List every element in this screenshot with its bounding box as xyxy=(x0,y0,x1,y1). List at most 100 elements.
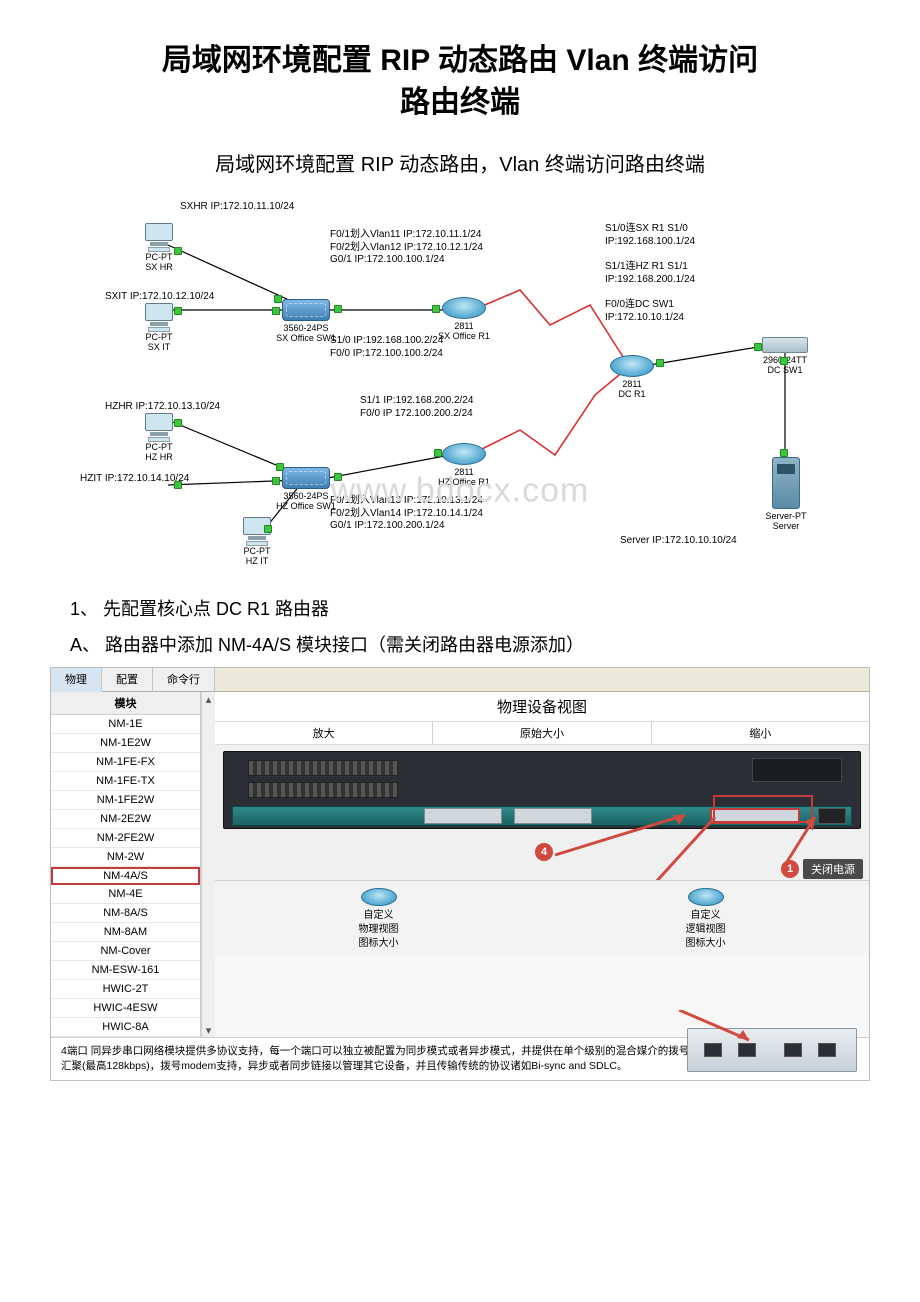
page-subtitle: 局域网环境配置 RIP 动态路由，Vlan 终端访问路由终端 xyxy=(50,148,870,177)
switch-hz: 3560-24PSHZ Office SW1 xyxy=(282,467,330,489)
module-item[interactable]: NM-1FE2W xyxy=(51,791,200,810)
tab-physical[interactable]: 物理 xyxy=(51,668,102,692)
link-dot xyxy=(754,343,762,351)
sxit-ip: SXIT IP:172.10.12.10/24 xyxy=(105,291,214,304)
router-model: 2811 xyxy=(454,467,473,477)
scroll-up-icon[interactable]: ▴ xyxy=(202,692,215,706)
router-chassis[interactable] xyxy=(223,751,861,829)
module-item[interactable]: NM-4E xyxy=(51,885,200,904)
link-dot xyxy=(174,481,182,489)
pc-label: SX HR xyxy=(145,262,173,272)
hz-vlan-label: F0/1划入Vlan13 IP:172.10.13.1/24 F0/2划入Vla… xyxy=(330,495,483,533)
annot-4: 4 xyxy=(535,843,553,861)
module-item[interactable]: NM-1FE-TX xyxy=(51,772,200,791)
pc-label: PC-PT xyxy=(146,442,173,452)
dc-f00-label: F0/0连DC SW1 IP:172.10.10.1/24 xyxy=(605,299,684,324)
dc-s11-label: S1/1连HZ R1 S1/1 IP:192.168.200.1/24 xyxy=(605,261,695,286)
link-dot xyxy=(432,305,440,313)
hzhr-ip: HZHR IP:172.10.13.10/24 xyxy=(105,401,220,414)
target-slot[interactable] xyxy=(710,808,800,824)
panel-tabs: 物理 配置 命令行 xyxy=(51,668,869,692)
pc-label: PC-PT xyxy=(244,546,271,556)
sxhr-ip: SXHR IP:172.10.11.10/24 xyxy=(180,201,294,214)
sx-s10f00-label: S1/0 IP:192.168.100.2/24 F0/0 IP:172.100… xyxy=(330,335,443,360)
page-title: 局域网环境配置 RIP 动态路由 Vlan 终端访问 路由终端 xyxy=(50,40,870,124)
module-item[interactable]: HWIC-8A xyxy=(51,1018,200,1037)
mini-router-icon[interactable] xyxy=(361,888,397,906)
dc-s10-label: S1/0连SX R1 S1/0 IP:192.168.100.1/24 xyxy=(605,223,695,248)
mini-router-icon[interactable] xyxy=(688,888,724,906)
module-item[interactable]: NM-2FE2W xyxy=(51,829,200,848)
module-item[interactable]: HWIC-2T xyxy=(51,980,200,999)
switch-name: SX Office SW1 xyxy=(276,333,336,343)
tab-cli[interactable]: 命令行 xyxy=(153,668,215,691)
module-preview-card[interactable] xyxy=(687,1028,857,1072)
pc-sxit: PC-PTSX IT xyxy=(142,303,176,333)
switch-model: 3560-24PS xyxy=(283,323,328,333)
link-dot xyxy=(780,449,788,457)
physical-panel: 物理 配置 命令行 模块 NM-1ENM-1E2WNM-1FE-FXNM-1FE… xyxy=(50,667,870,1081)
tab-config[interactable]: 配置 xyxy=(102,668,153,691)
module-item[interactable]: NM-2W xyxy=(51,848,200,867)
server-model: Server-PT xyxy=(765,511,806,521)
module-item[interactable]: HWIC-4ESW xyxy=(51,999,200,1018)
router-sx: 2811SX Office R1 xyxy=(442,297,486,319)
switch-name: DC SW1 xyxy=(767,365,802,375)
switch-model: 3560-24PS xyxy=(283,491,328,501)
pc-label: HZ IT xyxy=(246,556,269,566)
module-item[interactable]: NM-1FE-FX xyxy=(51,753,200,772)
pc-label: HZ HR xyxy=(145,452,173,462)
scroll-down-icon[interactable]: ▾ xyxy=(202,1023,215,1037)
link-dot xyxy=(272,307,280,315)
zoom-in-button[interactable]: 放大 xyxy=(215,722,433,744)
link-dot xyxy=(334,473,342,481)
link-dot xyxy=(780,357,788,365)
zoom-original-button[interactable]: 原始大小 xyxy=(433,722,651,744)
module-item[interactable]: NM-Cover xyxy=(51,942,200,961)
custom-physical-label: 自定义 物理视图 图标大小 xyxy=(215,909,542,951)
hzit-ip: HZIT IP:172.10.14.10/24 xyxy=(80,473,189,486)
module-description-area: 4端口 同异步串口网络模块提供多协议支持，每一个端口可以独立被配置为同步模式或者… xyxy=(51,1037,869,1080)
annot-num-1: 1 xyxy=(781,860,799,878)
zoom-out-button[interactable]: 缩小 xyxy=(652,722,869,744)
zoom-bar: 放大 原始大小 缩小 xyxy=(215,722,869,745)
module-item[interactable]: NM-1E xyxy=(51,715,200,734)
hz-s11f00-label: S1/1 IP:192.168.200.2/24 F0/0 IP 172.100… xyxy=(360,395,473,420)
link-dot xyxy=(174,307,182,315)
server-ip: Server IP:172.10.10.10/24 xyxy=(620,535,737,548)
module-scrollbar[interactable]: ▴ ▾ xyxy=(201,692,215,1037)
switch-sx: 3560-24PSSX Office SW1 xyxy=(282,299,330,321)
title-line-1: 局域网环境配置 RIP 动态路由 Vlan 终端访问 xyxy=(162,44,758,77)
physical-view-title: 物理设备视图 xyxy=(215,692,869,722)
link-dot xyxy=(272,477,280,485)
module-item[interactable]: NM-ESW-161 xyxy=(51,961,200,980)
module-item[interactable]: NM-2E2W xyxy=(51,810,200,829)
link-dot xyxy=(334,305,342,313)
custom-physical-col: 自定义 物理视图 图标大小 xyxy=(215,885,542,951)
router-model: 2811 xyxy=(622,379,641,389)
module-item[interactable]: NM-8AM xyxy=(51,923,200,942)
router-name: DC R1 xyxy=(618,389,645,399)
link-dot xyxy=(174,419,182,427)
module-list: 模块 NM-1ENM-1E2WNM-1FE-FXNM-1FE-TXNM-1FE2… xyxy=(51,692,201,1037)
pc-label: PC-PT xyxy=(146,332,173,342)
step-1: 1、 先配置核心点 DC R1 路由器 xyxy=(70,595,870,621)
title-line-2: 路由终端 xyxy=(400,86,520,119)
annot-close-power: 关闭电源 xyxy=(803,859,863,879)
chassis-area[interactable]: 4 1 关闭电源 2 3 拖动至4的位置 ◂ ▸ xyxy=(215,745,869,955)
link-dot xyxy=(656,359,664,367)
power-switch[interactable] xyxy=(818,808,846,824)
sx-vlan-label: F0/1划入Vlan11 IP:172.10.11.1/24 F0/2划入Vla… xyxy=(330,229,483,267)
server: Server-PTServer xyxy=(772,457,800,509)
module-item[interactable]: NM-8A/S xyxy=(51,904,200,923)
server-name: Server xyxy=(773,521,800,531)
module-item[interactable]: NM-1E2W xyxy=(51,734,200,753)
switch-name: HZ Office SW1 xyxy=(276,501,336,511)
router-name: HZ Office R1 xyxy=(438,477,490,487)
custom-logical-col: 自定义 逻辑视图 图标大小 xyxy=(542,885,869,951)
link-dot xyxy=(274,295,282,303)
pc-sxhr: PC-PTSX HR xyxy=(142,223,176,253)
annot-1: 1 关闭电源 xyxy=(781,859,863,879)
module-item[interactable]: NM-4A/S xyxy=(51,867,200,885)
link-dot xyxy=(174,247,182,255)
